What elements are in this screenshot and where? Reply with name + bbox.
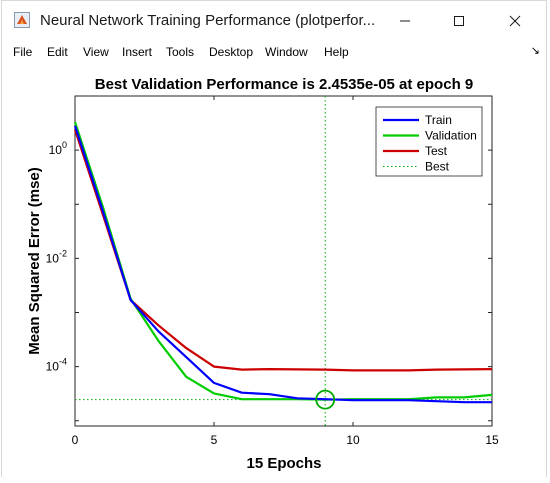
- menu-edit[interactable]: Edit: [47, 45, 68, 59]
- title-bar[interactable]: Neural Network Training Performance (plo…: [2, 1, 546, 41]
- y-axis-label: Mean Squared Error (mse): [26, 167, 43, 355]
- y-tick-label: 100: [49, 140, 67, 157]
- minimize-button[interactable]: [382, 1, 428, 41]
- performance-chart: Best Validation Performance is 2.4535e-0…: [26, 76, 499, 472]
- figure-canvas: Best Validation Performance is 2.4535e-0…: [2, 63, 546, 478]
- menu-window[interactable]: Window: [265, 45, 308, 59]
- maximize-icon: [454, 16, 464, 26]
- menu-bar: File Edit View Insert Tools Desktop Wind…: [2, 41, 546, 63]
- menu-desktop[interactable]: Desktop: [209, 45, 254, 59]
- y-tick-label: 10-2: [46, 248, 67, 265]
- legend-label-train: Train: [425, 113, 452, 127]
- x-tick-label: 5: [211, 433, 218, 447]
- x-tick-label: 10: [346, 433, 360, 447]
- menu-tools[interactable]: Tools: [166, 45, 195, 59]
- dock-arrow-icon[interactable]: ↘: [530, 45, 540, 57]
- series-line-validation: [73, 121, 493, 401]
- series-line-train: [73, 125, 492, 404]
- x-tick-label: 0: [72, 433, 79, 447]
- legend-box: [375, 106, 483, 177]
- best-point-marker: [315, 389, 336, 410]
- menu-file[interactable]: File: [13, 45, 33, 59]
- matlab-figure-icon: [14, 12, 30, 28]
- menu-view[interactable]: View: [83, 45, 109, 59]
- close-icon: [509, 15, 521, 27]
- menu-help[interactable]: Help: [324, 45, 349, 59]
- maximize-button[interactable]: [436, 1, 482, 41]
- minimize-icon: [400, 20, 410, 22]
- chart-title: Best Validation Performance is 2.4535e-0…: [95, 76, 474, 93]
- y-tick-label: 10-4: [46, 357, 67, 374]
- window-title: Neural Network Training Performance (plo…: [40, 12, 376, 29]
- series-line-test: [73, 129, 493, 372]
- legend-label-test: Test: [425, 144, 448, 158]
- x-axis-label: 15 Epochs: [246, 455, 321, 472]
- legend-label-validation: Validation: [425, 129, 477, 143]
- legend-label-best: Best: [425, 160, 450, 174]
- menu-insert[interactable]: Insert: [122, 45, 153, 59]
- x-tick-label: 15: [485, 433, 499, 447]
- close-button[interactable]: [492, 1, 538, 41]
